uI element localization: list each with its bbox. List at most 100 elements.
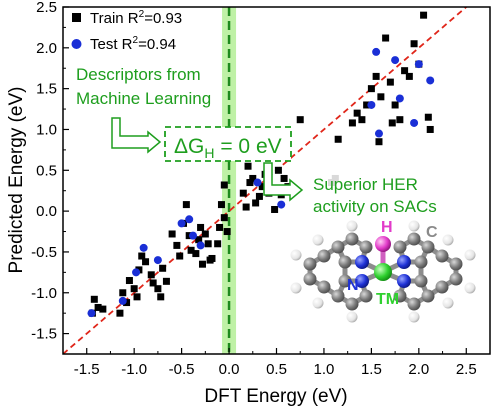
- train-point: [90, 295, 98, 303]
- train-point: [99, 305, 107, 313]
- train-point: [391, 101, 399, 109]
- carbon-atom: [345, 297, 359, 311]
- train-point: [220, 181, 228, 189]
- train-point: [149, 279, 157, 287]
- train-point: [201, 230, 209, 238]
- train-point: [142, 258, 150, 266]
- hydrogen-atom: [290, 282, 302, 294]
- test-point: [185, 215, 194, 224]
- axis-ticks: -1.5 -1.0 -0.5 0.0 0.5 1.0 1.5 2.0 2.5 -1.5 -1.0 -0…: [31, 0, 491, 378]
- carbon-atom: [407, 232, 421, 246]
- arrow-dg-to-her: [263, 162, 304, 202]
- y-tick-label: 1.5: [36, 81, 57, 98]
- legend-train-marker: [72, 13, 81, 22]
- hydrogen-atom: [464, 249, 476, 261]
- carbon-atom: [303, 257, 317, 271]
- train-point: [168, 230, 176, 238]
- hydrogen-atom: [408, 311, 420, 323]
- test-point: [118, 296, 127, 305]
- y-tick-label: 2.0: [36, 40, 57, 57]
- x-tick-label: 1.5: [361, 361, 382, 378]
- molecule-label-h: H: [381, 219, 393, 236]
- hydrogen-atom: [312, 234, 324, 246]
- train-point: [176, 252, 184, 260]
- molecule-label-c: C: [426, 224, 438, 241]
- carbon-atom: [421, 289, 435, 303]
- test-point: [372, 47, 381, 56]
- hydrogen-atom: [346, 311, 358, 323]
- y-tick-label: -1.0: [31, 285, 57, 302]
- hydrogen-atom: [312, 297, 324, 309]
- carbon-atom: [331, 289, 345, 303]
- train-point: [147, 271, 155, 279]
- carbon-atom: [393, 289, 407, 303]
- train-point: [162, 277, 170, 285]
- train-point: [426, 125, 434, 133]
- x-tick-label: 2.5: [456, 361, 477, 378]
- carbon-atom: [435, 280, 449, 294]
- train-point: [280, 174, 288, 182]
- test-point: [139, 243, 148, 252]
- x-tick-label: 0.5: [266, 361, 287, 378]
- train-point: [192, 250, 200, 258]
- nitrogen-atom: [397, 255, 411, 269]
- nitrogen-atom: [397, 274, 411, 288]
- hydrogen-atom: [408, 220, 420, 232]
- carbon-atom: [345, 232, 359, 246]
- train-point: [246, 179, 254, 187]
- train-point: [119, 289, 127, 297]
- train-point: [159, 264, 167, 272]
- train-point: [424, 113, 432, 121]
- x-tick-label: 0.0: [219, 361, 240, 378]
- x-tick-label: 1.0: [314, 361, 335, 378]
- train-point: [197, 223, 205, 231]
- test-point: [367, 100, 376, 109]
- train-point: [239, 189, 247, 197]
- train-point: [220, 214, 228, 222]
- x-tick-label: 2.0: [408, 361, 429, 378]
- train-point: [420, 11, 428, 19]
- annotations: Descriptors from Machine Learning ΔGH = …: [70, 62, 484, 218]
- train-point: [195, 236, 203, 244]
- carbon-atom: [393, 240, 407, 254]
- test-point: [253, 178, 262, 187]
- legend-test-label: Test R2=0.94: [90, 35, 176, 53]
- train-point: [358, 116, 366, 124]
- arrow-ml-to-dg: [111, 117, 162, 154]
- x-tick-label: -0.5: [169, 361, 195, 378]
- test-point: [177, 219, 186, 228]
- carbon-atom: [414, 274, 428, 288]
- carbon-atom: [407, 297, 421, 311]
- carbon-atom: [303, 272, 317, 286]
- test-point: [426, 76, 435, 85]
- carbon-atom: [359, 240, 373, 254]
- carbon-atom: [449, 272, 463, 286]
- legend: Train R2=0.93 Test R2=0.94: [71, 9, 182, 53]
- train-point: [334, 135, 342, 143]
- sac-molecule-illustration: H C N TM: [290, 219, 476, 323]
- train-point: [242, 203, 250, 211]
- test-point: [410, 118, 419, 127]
- y-tick-label: 2.5: [36, 0, 57, 16]
- train-point: [386, 78, 394, 86]
- train-point: [204, 240, 212, 248]
- annotation-descriptors-line1: Descriptors from: [76, 65, 201, 84]
- test-point: [87, 309, 96, 318]
- test-point: [153, 256, 162, 265]
- annotation-her-line2: activity on SACs: [313, 197, 437, 216]
- y-tick-label: 0.5: [36, 162, 57, 179]
- y-tick-label: 1.0: [36, 121, 57, 138]
- hydrogen-atom: [442, 234, 454, 246]
- data-points: [87, 11, 435, 318]
- train-point: [405, 72, 413, 80]
- train-point: [214, 240, 222, 248]
- nitrogen-atom: [355, 274, 369, 288]
- carbon-atom: [449, 257, 463, 271]
- test-point: [391, 56, 400, 65]
- y-tick-label: -0.5: [31, 244, 57, 261]
- test-point: [395, 94, 404, 103]
- test-point: [188, 231, 197, 240]
- train-point: [353, 109, 361, 117]
- test-point: [196, 241, 205, 250]
- train-point: [123, 299, 131, 307]
